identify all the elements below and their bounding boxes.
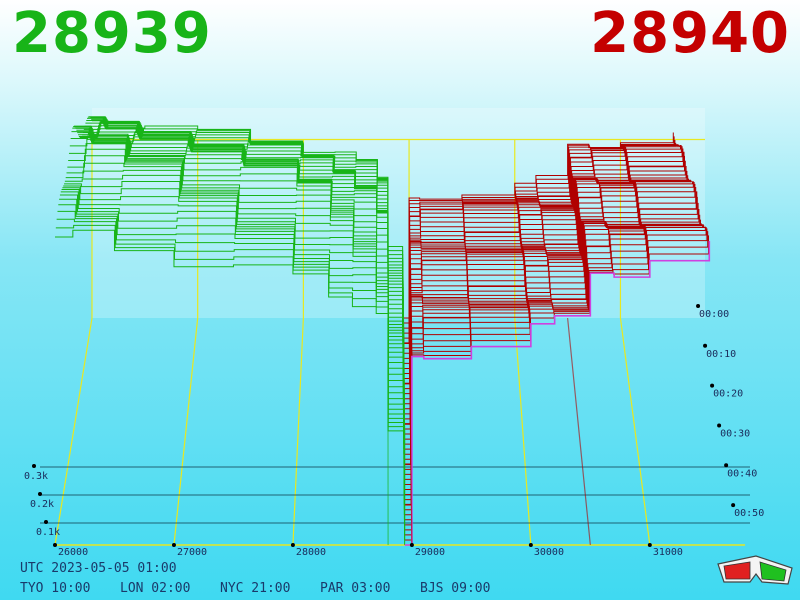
time-tick-label: 00:10 <box>706 349 736 360</box>
time-tick-mark <box>717 423 722 428</box>
time-tick-label: 00:50 <box>734 508 764 519</box>
depth-edge <box>408 317 413 546</box>
bid-depth-line <box>82 122 404 374</box>
depth-edge <box>567 317 591 546</box>
time-tick-mark <box>731 503 736 508</box>
time-tick-mark <box>696 303 701 308</box>
volume-tick-mark <box>38 492 42 496</box>
bid-depth-line <box>65 169 405 480</box>
ask-price: 28940 <box>590 1 790 66</box>
volume-tick-mark <box>44 520 48 524</box>
ask-depth-line <box>403 183 696 455</box>
time-tick-label: 00:30 <box>720 428 750 439</box>
price-tick-label: 31000 <box>653 547 683 558</box>
price-tick-label: 30000 <box>534 547 564 558</box>
bid-depth-line <box>87 117 404 349</box>
ask-depth-line <box>403 146 683 374</box>
price-grid-line <box>173 139 199 546</box>
ask-depth-line <box>404 228 708 531</box>
price-tick-mark <box>53 543 57 547</box>
time-tick-mark <box>724 463 729 468</box>
time-tick-label: 00:20 <box>713 389 743 400</box>
utc-timestamp: UTC 2023-05-05 01:00 <box>20 561 177 576</box>
bid-depth-line <box>64 174 405 485</box>
timezone-par: PAR 03:00 <box>320 581 391 596</box>
price-grid-line <box>292 139 304 546</box>
bid-depth-line <box>81 128 404 384</box>
timezone-lon: LON 02:00 <box>120 581 191 596</box>
price-tick-label: 28000 <box>296 547 326 558</box>
time-tick-label: 00:40 <box>727 468 757 479</box>
volume-tick-label: 0.3k <box>24 471 48 482</box>
volume-tick-label: 0.1k <box>36 527 60 538</box>
time-tick-label: 00:00 <box>699 309 729 320</box>
volume-tick-label: 0.2k <box>30 499 54 510</box>
bid-depth-line <box>55 229 406 545</box>
bid-depth-line <box>80 131 404 389</box>
bid-depth-line <box>66 162 405 475</box>
price-tick-mark <box>290 543 295 547</box>
volume-tick-mark <box>32 464 36 468</box>
price-tick-label: 27000 <box>177 547 207 558</box>
timezone-nyc: NYC 21:00 <box>220 581 291 596</box>
bid-depth-line <box>67 155 405 470</box>
bid-depth-line <box>82 125 404 379</box>
time-tick-mark <box>703 343 708 348</box>
bid-depth-line <box>68 148 405 465</box>
ask-depth-line <box>404 240 711 546</box>
timezone-bjs: BJS 09:00 <box>420 581 491 596</box>
3d-glasses-icon[interactable] <box>716 552 794 588</box>
time-tick-mark <box>710 383 715 388</box>
bid-price: 28939 <box>12 1 212 66</box>
price-tick-label: 26000 <box>58 547 88 558</box>
timezone-tyo: TYO 10:00 <box>20 581 91 596</box>
price-tick-mark <box>528 543 533 547</box>
bid-depth-line <box>68 143 405 460</box>
price-grid-line <box>54 139 93 546</box>
price-tick-mark <box>647 543 652 547</box>
price-tick-mark <box>171 543 176 547</box>
price-tick-mark <box>409 543 414 547</box>
price-grid-line <box>619 139 651 546</box>
price-tick-label: 29000 <box>415 547 445 558</box>
